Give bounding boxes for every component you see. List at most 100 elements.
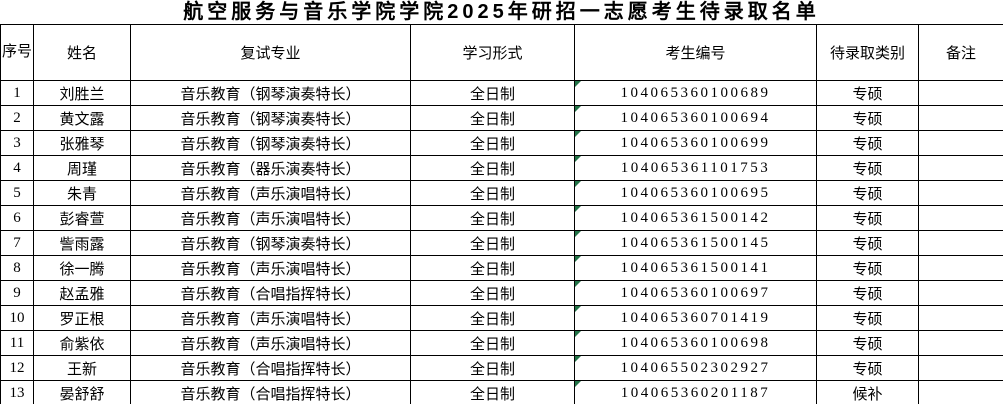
cell-study-mode: 全日制 [410, 380, 575, 404]
table-row: 3 张雅琴 音乐教育（钢琴演奏特长） 全日制 104065360100699 专… [0, 130, 1003, 156]
cell-serial: 13 [0, 380, 34, 404]
number-as-text-flag-icon [575, 156, 581, 162]
cell-name: 周瑾 [33, 155, 131, 181]
cell-name: 刘胜兰 [33, 80, 131, 106]
candidate-id-value: 104065360100695 [620, 184, 771, 201]
header-category: 待录取类别 [816, 24, 919, 81]
candidate-id-value: 104065360100699 [620, 134, 771, 151]
cell-name: 訾雨露 [33, 230, 131, 256]
cell-note [918, 205, 1003, 231]
number-as-text-flag-icon [575, 256, 581, 262]
cell-major: 音乐教育（合唱指挥特长） [130, 280, 411, 306]
cell-serial: 12 [0, 355, 34, 381]
cell-name: 王新 [33, 355, 131, 381]
cell-study-mode: 全日制 [410, 255, 575, 281]
cell-candidate-id: 104065360100699 [574, 130, 817, 156]
cell-serial: 11 [0, 330, 34, 356]
table-body: 1 刘胜兰 音乐教育（钢琴演奏特长） 全日制 104065360100689 专… [0, 80, 1003, 404]
cell-candidate-id: 104065361101753 [574, 155, 817, 181]
cell-category: 专硕 [816, 130, 919, 156]
number-as-text-flag-icon [575, 231, 581, 237]
cell-candidate-id: 104065360100698 [574, 330, 817, 356]
table-row: 4 周瑾 音乐教育（器乐演奏特长） 全日制 104065361101753 专硕 [0, 155, 1003, 181]
cell-candidate-id: 104065360100689 [574, 80, 817, 106]
cell-major: 音乐教育（声乐演唱特长） [130, 180, 411, 206]
cell-candidate-id: 104065360201187 [574, 380, 817, 404]
cell-note [918, 280, 1003, 306]
cell-study-mode: 全日制 [410, 155, 575, 181]
number-as-text-flag-icon [575, 181, 581, 187]
table-row: 1 刘胜兰 音乐教育（钢琴演奏特长） 全日制 104065360100689 专… [0, 80, 1003, 106]
cell-major: 音乐教育（钢琴演奏特长） [130, 80, 411, 106]
cell-note [918, 105, 1003, 131]
admission-table: 序号 姓名 复试专业 学习形式 考生编号 待录取类别 备注 1 刘胜兰 音乐教育… [0, 24, 1003, 404]
cell-note [918, 180, 1003, 206]
cell-name: 晏舒舒 [33, 380, 131, 404]
cell-study-mode: 全日制 [410, 230, 575, 256]
candidate-id-value: 104065361101753 [620, 159, 771, 176]
header-major: 复试专业 [130, 24, 411, 81]
cell-study-mode: 全日制 [410, 355, 575, 381]
table-row: 10 罗正根 音乐教育（声乐演唱特长） 全日制 104065360701419 … [0, 305, 1003, 331]
cell-category: 专硕 [816, 305, 919, 331]
header-row: 序号 姓名 复试专业 学习形式 考生编号 待录取类别 备注 [0, 24, 1003, 81]
cell-category: 专硕 [816, 80, 919, 106]
cell-major: 音乐教育（声乐演唱特长） [130, 305, 411, 331]
cell-category: 专硕 [816, 205, 919, 231]
header-study-mode: 学习形式 [410, 24, 575, 81]
candidate-id-value: 104065361500142 [620, 209, 771, 226]
cell-name: 彭睿萱 [33, 205, 131, 231]
cell-category: 专硕 [816, 355, 919, 381]
cell-candidate-id: 104065502302927 [574, 355, 817, 381]
table-row: 5 朱青 音乐教育（声乐演唱特长） 全日制 104065360100695 专硕 [0, 180, 1003, 206]
cell-serial: 3 [0, 130, 34, 156]
cell-category: 候补 [816, 380, 919, 404]
table-row: 12 王新 音乐教育（合唱指挥特长） 全日制 104065502302927 专… [0, 355, 1003, 381]
candidate-id-value: 104065360100689 [620, 84, 771, 101]
table-header: 序号 姓名 复试专业 学习形式 考生编号 待录取类别 备注 [0, 24, 1003, 81]
cell-category: 专硕 [816, 255, 919, 281]
cell-category: 专硕 [816, 280, 919, 306]
cell-major: 音乐教育（声乐演唱特长） [130, 255, 411, 281]
cell-study-mode: 全日制 [410, 305, 575, 331]
number-as-text-flag-icon [575, 356, 581, 362]
cell-name: 赵孟雅 [33, 280, 131, 306]
cell-major: 音乐教育（器乐演奏特长） [130, 155, 411, 181]
cell-major: 音乐教育（合唱指挥特长） [130, 380, 411, 404]
cell-name: 徐一腾 [33, 255, 131, 281]
cell-major: 音乐教育（钢琴演奏特长） [130, 230, 411, 256]
cell-note [918, 230, 1003, 256]
table-row: 13 晏舒舒 音乐教育（合唱指挥特长） 全日制 104065360201187 … [0, 380, 1003, 404]
number-as-text-flag-icon [575, 381, 581, 387]
candidate-id-value: 104065360100698 [620, 334, 771, 351]
candidate-id-value: 104065360100697 [620, 284, 771, 301]
cell-serial: 8 [0, 255, 34, 281]
cell-note [918, 330, 1003, 356]
number-as-text-flag-icon [575, 206, 581, 212]
header-serial: 序号 [0, 24, 34, 81]
cell-serial: 1 [0, 80, 34, 106]
cell-note [918, 155, 1003, 181]
cell-note [918, 380, 1003, 404]
cell-candidate-id: 104065361500142 [574, 205, 817, 231]
table-row: 11 俞紫依 音乐教育（声乐演唱特长） 全日制 104065360100698 … [0, 330, 1003, 356]
cell-major: 音乐教育（钢琴演奏特长） [130, 130, 411, 156]
cell-note [918, 355, 1003, 381]
cell-category: 专硕 [816, 330, 919, 356]
cell-study-mode: 全日制 [410, 180, 575, 206]
cell-name: 俞紫依 [33, 330, 131, 356]
cell-candidate-id: 104065360100697 [574, 280, 817, 306]
cell-serial: 2 [0, 105, 34, 131]
candidate-id-value: 104065361500141 [620, 259, 771, 276]
number-as-text-flag-icon [575, 306, 581, 312]
table-row: 8 徐一腾 音乐教育（声乐演唱特长） 全日制 104065361500141 专… [0, 255, 1003, 281]
header-name: 姓名 [33, 24, 131, 81]
table-row: 9 赵孟雅 音乐教育（合唱指挥特长） 全日制 104065360100697 专… [0, 280, 1003, 306]
cell-name: 罗正根 [33, 305, 131, 331]
cell-name: 张雅琴 [33, 130, 131, 156]
cell-major: 音乐教育（钢琴演奏特长） [130, 105, 411, 131]
cell-note [918, 305, 1003, 331]
cell-major: 音乐教育（合唱指挥特长） [130, 355, 411, 381]
cell-name: 朱青 [33, 180, 131, 206]
